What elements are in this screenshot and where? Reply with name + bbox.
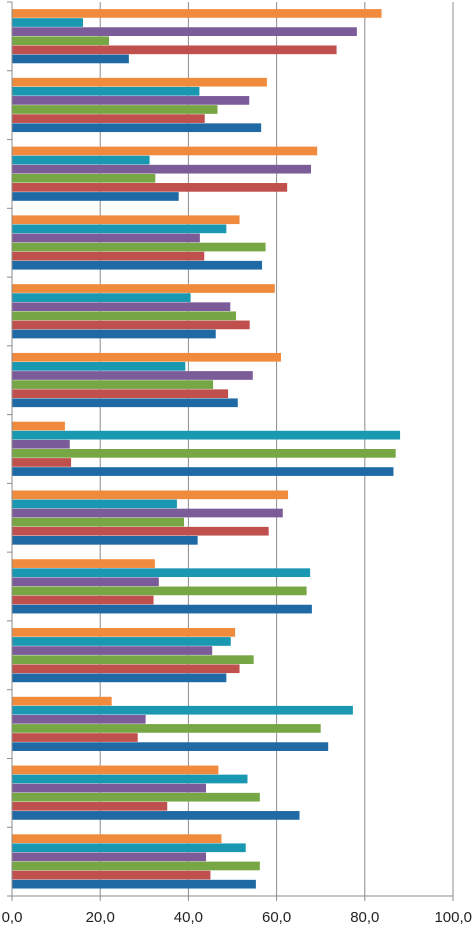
bar-cat10-series2 <box>12 664 240 674</box>
bar-cat4-series4 <box>12 233 200 243</box>
bar-cat9-series3 <box>12 586 307 596</box>
bar-cat8-series6 <box>12 490 289 500</box>
bar-cat3-series2 <box>12 183 288 192</box>
bar-cat11-series2 <box>12 733 138 742</box>
bar-cat3-series5 <box>12 155 150 165</box>
bar-cat8-series1 <box>12 535 198 545</box>
bar-cat12-series2 <box>12 801 168 811</box>
bar-cat1-series4 <box>12 27 357 36</box>
x-tick-label-3: 60,0 <box>262 909 291 926</box>
bar-cat1-series2 <box>12 45 337 55</box>
x-tick-label-5: 100,0 <box>434 909 472 926</box>
bar-cat13-series6 <box>12 834 222 844</box>
bar-cat5-series4 <box>12 302 231 312</box>
bar-cat7-series6 <box>12 421 65 431</box>
bar-cat2-series5 <box>12 86 200 96</box>
bar-cat6-series6 <box>12 352 282 362</box>
bar-cat9-series5 <box>12 568 311 578</box>
x-tick-label-1: 20,0 <box>86 909 115 926</box>
bar-cat12-series1 <box>12 811 300 820</box>
bar-cat5-series6 <box>12 284 275 293</box>
axes <box>7 1 454 901</box>
x-tick-labels: 0,0 20,0 40,0 60,0 80,0 100,0 <box>2 909 472 926</box>
bar-cat6-series4 <box>12 371 253 380</box>
bar-cat5-series1 <box>12 329 216 339</box>
bar-cat7-series2 <box>12 458 72 467</box>
bar-cat12-series3 <box>12 792 260 802</box>
bar-cat3-series4 <box>12 164 311 174</box>
bar-cat7-series4 <box>12 439 70 449</box>
bar-cat3-series6 <box>12 146 318 156</box>
bar-cat6-series1 <box>12 398 238 408</box>
bar-cat9-series2 <box>12 595 154 605</box>
bar-cat7-series1 <box>12 467 394 476</box>
bar-cat2-series2 <box>12 114 205 123</box>
bar-cat7-series5 <box>12 430 401 440</box>
bar-cat7-series3 <box>12 449 396 458</box>
bar-cat3-series1 <box>12 192 179 201</box>
bar-cat5-series2 <box>12 320 250 330</box>
bar-cat2-series4 <box>12 96 250 105</box>
bar-cat5-series3 <box>12 311 237 321</box>
bar-cat13-series1 <box>12 879 256 889</box>
bar-cat11-series4 <box>12 714 146 724</box>
bar-cat8-series4 <box>12 508 283 518</box>
bar-cat9-series1 <box>12 604 312 614</box>
bar-cat1-series3 <box>12 36 110 46</box>
bar-cat8-series3 <box>12 517 184 527</box>
bar-cat4-series6 <box>12 215 240 225</box>
bar-cat9-series6 <box>12 559 155 568</box>
x-tick-label-0: 0,0 <box>2 909 23 926</box>
bar-cat4-series2 <box>12 251 205 261</box>
bar-cat13-series3 <box>12 861 260 871</box>
x-tick-label-2: 40,0 <box>174 909 203 926</box>
bar-cat11-series5 <box>12 705 353 715</box>
bar-cat10-series3 <box>12 655 254 665</box>
bar-cat10-series4 <box>12 646 213 655</box>
x-tick-label-4: 80,0 <box>350 909 379 926</box>
bar-cat4-series3 <box>12 242 266 252</box>
bar-cat6-series2 <box>12 389 229 399</box>
bar-cat10-series5 <box>12 637 231 646</box>
bar-cat11-series3 <box>12 724 321 733</box>
bars <box>12 9 401 889</box>
bar-cat11-series6 <box>12 696 112 706</box>
bar-cat2-series3 <box>12 105 218 114</box>
bar-cat2-series1 <box>12 123 262 133</box>
bar-cat9-series4 <box>12 577 159 587</box>
bar-cat5-series5 <box>12 293 191 302</box>
bar-cat8-series5 <box>12 499 177 509</box>
bar-cat1-series1 <box>12 54 129 64</box>
bar-cat12-series5 <box>12 774 248 784</box>
bar-cat1-series6 <box>12 9 382 18</box>
bar-cat8-series2 <box>12 526 269 536</box>
bar-cat13-series5 <box>12 843 246 853</box>
bar-cat4-series5 <box>12 224 227 234</box>
bar-cat4-series1 <box>12 260 263 270</box>
bar-cat6-series3 <box>12 380 214 389</box>
bar-cat13-series2 <box>12 870 211 880</box>
bar-cat13-series4 <box>12 852 207 862</box>
bar-cat10-series1 <box>12 673 227 683</box>
bar-cat1-series5 <box>12 18 83 27</box>
bar-cat6-series5 <box>12 362 186 371</box>
bar-cat3-series3 <box>12 173 156 183</box>
bar-cat2-series6 <box>12 77 267 87</box>
bar-cat12-series4 <box>12 783 207 793</box>
bar-cat11-series1 <box>12 742 329 751</box>
bar-cat10-series6 <box>12 628 236 637</box>
bar-cat12-series6 <box>12 765 219 775</box>
